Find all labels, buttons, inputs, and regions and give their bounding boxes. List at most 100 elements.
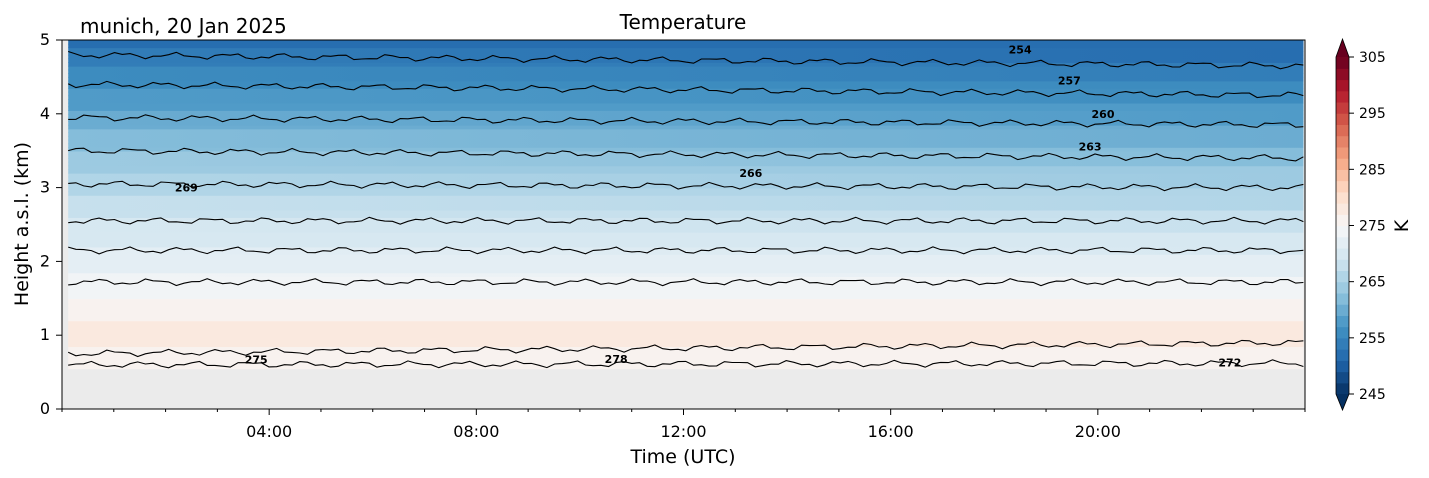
contour-label: 269 bbox=[175, 182, 198, 195]
x-tick-label: 12:00 bbox=[660, 422, 706, 441]
heatmap-band bbox=[68, 169, 1304, 174]
colorbar-segment bbox=[1336, 113, 1349, 125]
heatmap-band bbox=[68, 51, 1304, 56]
colorbar-segment bbox=[1336, 382, 1349, 395]
heatmap-band bbox=[68, 161, 1304, 167]
colorbar-segment bbox=[1336, 191, 1349, 204]
contour-line-260 bbox=[67, 80, 1304, 99]
colorbar-extend-max bbox=[1336, 39, 1349, 57]
heatmap-band bbox=[68, 176, 1304, 182]
colorbar-title: K bbox=[1391, 219, 1413, 232]
contour-line-275 bbox=[67, 339, 1304, 358]
heatmap-band bbox=[68, 224, 1304, 229]
heatmap-band bbox=[68, 276, 1304, 281]
contour-lines bbox=[67, 50, 1304, 369]
heatmap-band bbox=[68, 194, 1304, 200]
colorbar-segment bbox=[1336, 236, 1349, 249]
contour-line-275 bbox=[68, 246, 1304, 255]
colorbar-segment bbox=[1336, 180, 1349, 193]
colorbar-segment bbox=[1336, 68, 1349, 81]
colorbar-segment bbox=[1336, 337, 1349, 350]
colorbar-segment bbox=[1336, 304, 1349, 316]
contour-label: 272 bbox=[1218, 357, 1241, 370]
heatmap-band bbox=[68, 364, 1304, 370]
heatmap-band bbox=[68, 220, 1304, 226]
colorbar-tick-label: 295 bbox=[1359, 106, 1386, 122]
colorbar-tick-label: 255 bbox=[1359, 331, 1386, 347]
heatmap-band bbox=[68, 154, 1304, 159]
contour-line-269 bbox=[68, 180, 1304, 192]
contour-line-278 bbox=[68, 278, 1304, 287]
x-tick-label: 08:00 bbox=[453, 422, 499, 441]
heatmap-band bbox=[68, 187, 1304, 193]
colorbar-segment bbox=[1336, 360, 1349, 373]
contour-line-257 bbox=[68, 50, 1304, 70]
heatmap-band bbox=[68, 228, 1304, 233]
colorbar-segment bbox=[1336, 214, 1349, 227]
colorbar-segment bbox=[1336, 270, 1349, 283]
colorbar-segment bbox=[1336, 371, 1349, 384]
heatmap-band bbox=[68, 106, 1304, 111]
y-axis-title: Height a.s.l. (km) bbox=[11, 142, 33, 306]
heatmap-band bbox=[68, 43, 1304, 49]
heatmap-band bbox=[68, 65, 1304, 71]
colorbar-segment bbox=[1336, 158, 1349, 170]
heatmap-band bbox=[68, 231, 1304, 237]
colorbar-segment bbox=[1336, 146, 1349, 159]
colorbar-segment bbox=[1336, 135, 1349, 148]
x-tick-label: 16:00 bbox=[868, 422, 914, 441]
heatmap-band bbox=[68, 283, 1304, 289]
heatmap-band bbox=[68, 305, 1304, 311]
colorbar-segment bbox=[1336, 281, 1349, 294]
heatmap-band bbox=[68, 73, 1304, 78]
contour-label: 260 bbox=[1092, 108, 1115, 121]
heatmap-band bbox=[68, 139, 1304, 145]
heatmap-bands bbox=[68, 40, 1304, 370]
heatmap-band bbox=[68, 331, 1304, 336]
plot-area: 254 257 260 263 266 269 275 278 272 bbox=[62, 40, 1305, 409]
heatmap-band bbox=[68, 180, 1304, 185]
contour-line-263 bbox=[68, 114, 1304, 128]
heatmap-band bbox=[68, 316, 1304, 322]
heatmap-band bbox=[68, 69, 1304, 75]
heatmap-band bbox=[68, 147, 1304, 152]
heatmap-band bbox=[68, 309, 1304, 314]
heatmap-band bbox=[68, 261, 1304, 266]
heatmap-band bbox=[68, 80, 1304, 86]
heatmap-band bbox=[68, 313, 1304, 318]
heatmap-band bbox=[68, 335, 1304, 340]
heatmap-band bbox=[68, 95, 1304, 100]
colorbar-tick-label: 245 bbox=[1359, 387, 1386, 403]
heatmap-band bbox=[68, 191, 1304, 196]
heatmap-band bbox=[68, 361, 1304, 366]
contour-line-266 bbox=[68, 147, 1304, 162]
heatmap-band bbox=[68, 198, 1304, 204]
heatmap-band bbox=[68, 54, 1304, 60]
heatmap-band bbox=[68, 324, 1304, 329]
y-tick-label: 4 bbox=[40, 104, 50, 123]
heatmap-band bbox=[68, 342, 1304, 348]
x-axis-title: Time (UTC) bbox=[629, 446, 735, 468]
colorbar-segment bbox=[1336, 90, 1349, 103]
heatmap-band bbox=[68, 165, 1304, 170]
colorbar-segment bbox=[1336, 57, 1349, 69]
heatmap-band bbox=[68, 239, 1304, 244]
heatmap-band bbox=[68, 301, 1304, 307]
heatmap-band bbox=[68, 113, 1304, 119]
y-axis: 0 1 2 3 4 5 bbox=[40, 30, 62, 418]
colorbar-segment bbox=[1336, 101, 1349, 114]
heatmap-band bbox=[68, 268, 1304, 274]
colorbar-segment bbox=[1336, 326, 1349, 339]
heatmap-band bbox=[68, 254, 1304, 259]
heatmap-band bbox=[68, 349, 1304, 355]
contour-line-272 bbox=[68, 359, 1304, 369]
contour-label: 275 bbox=[245, 354, 268, 367]
colorbar-tick-label: 285 bbox=[1359, 162, 1386, 178]
contour-labels: 254 257 260 263 266 269 275 278 272 bbox=[175, 44, 1242, 370]
y-tick-label: 1 bbox=[40, 325, 50, 344]
colorbar-segment bbox=[1336, 225, 1349, 238]
colorbar-segment bbox=[1336, 247, 1349, 260]
heatmap-band bbox=[68, 265, 1304, 270]
heatmap-band bbox=[68, 202, 1304, 207]
heatmap-band bbox=[68, 246, 1304, 252]
